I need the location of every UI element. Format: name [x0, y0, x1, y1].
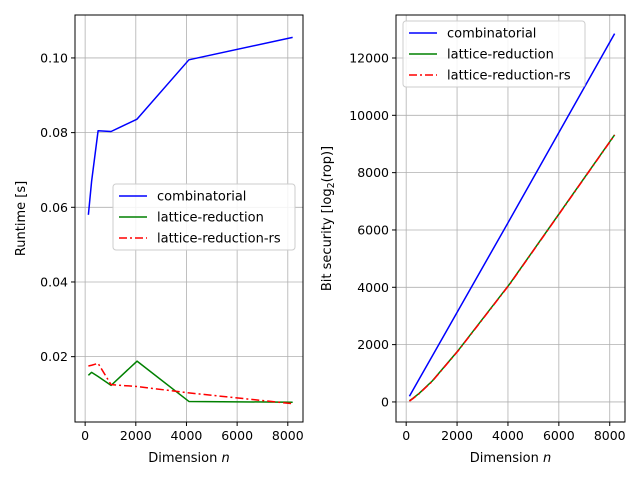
y-tick-label: 0: [381, 394, 389, 409]
y-tick-label: 4000: [357, 280, 389, 295]
bit-security-chart: 0 2000 4000 6000 8000 0 2000 4000 6000 8000 10000 1…: [320, 14, 626, 466]
y-tick-label: 12000: [349, 50, 389, 65]
y-tick-label: 0.04: [40, 274, 68, 289]
legend: combinatorial lattice-reduction lattice-re…: [112, 183, 296, 251]
x-tick-label: 8000: [594, 428, 626, 443]
x-axis-label: Dimension n: [148, 451, 229, 466]
legend-label-lattice-reduction-rs: lattice-reduction-rs: [157, 232, 281, 247]
y-tick-label: 6000: [357, 222, 389, 237]
x-tick-label: 2000: [441, 428, 473, 443]
legend-box: [112, 183, 296, 251]
y-tick-label: 8000: [357, 165, 389, 180]
y-axis-label-suffix: (rop)]: [320, 146, 335, 182]
x-tick-label: 4000: [171, 428, 203, 443]
legend-label-lattice-reduction-rs: lattice-reduction-rs: [447, 69, 571, 84]
y-tick-label: 0.06: [40, 200, 68, 215]
legend-label-combinatorial: combinatorial: [157, 190, 246, 205]
series-line-combinatorial: [87, 36, 293, 215]
series-line-lattice-reduction-rs: [408, 134, 616, 402]
plot-frame: [395, 14, 626, 423]
legend: combinatorial lattice-reduction lattice-re…: [402, 20, 586, 88]
plot-frame: [74, 14, 304, 423]
y-tick-label: 10000: [349, 108, 389, 123]
runtime-chart: 0 2000 4000 6000 8000 0.02 0.04 0.06 0.08 0.10 Dim…: [14, 14, 304, 466]
legend-label-lattice-reduction: lattice-reduction: [157, 211, 264, 226]
x-axis-label-text: Dimension: [470, 451, 543, 466]
y-axis-label: Bit security [log2(rop)]: [320, 146, 337, 291]
x-tick-label: 2000: [120, 428, 152, 443]
x-tick-label: 8000: [272, 428, 304, 443]
x-tick-label: 0: [81, 428, 89, 443]
y-axis-label-subscript: 2: [326, 182, 337, 188]
series-line-lattice-reduction-rs: [88, 362, 293, 405]
legend-label-combinatorial: combinatorial: [447, 27, 536, 42]
y-axis-label: Runtime [s]: [14, 181, 29, 256]
x-axis-label-text: Dimension: [148, 451, 221, 466]
legend-label-lattice-reduction: lattice-reduction: [447, 48, 554, 63]
y-tick-label: 2000: [357, 337, 389, 352]
x-axis-label-variable: n: [543, 451, 551, 466]
x-tick-label: 6000: [221, 428, 253, 443]
x-axis-label-variable: n: [221, 451, 229, 466]
y-tick-label: 0.10: [40, 50, 68, 65]
series-line-combinatorial: [408, 33, 616, 397]
y-tick-label: 0.08: [40, 125, 68, 140]
x-tick-label: 0: [402, 428, 410, 443]
x-tick-label: 4000: [492, 428, 524, 443]
x-axis-label: Dimension n: [470, 451, 551, 466]
legend-box: [402, 20, 586, 88]
y-axis-label-prefix: Bit security [log: [320, 188, 335, 291]
y-tick-label: 0.02: [40, 349, 68, 364]
x-tick-label: 6000: [543, 428, 575, 443]
